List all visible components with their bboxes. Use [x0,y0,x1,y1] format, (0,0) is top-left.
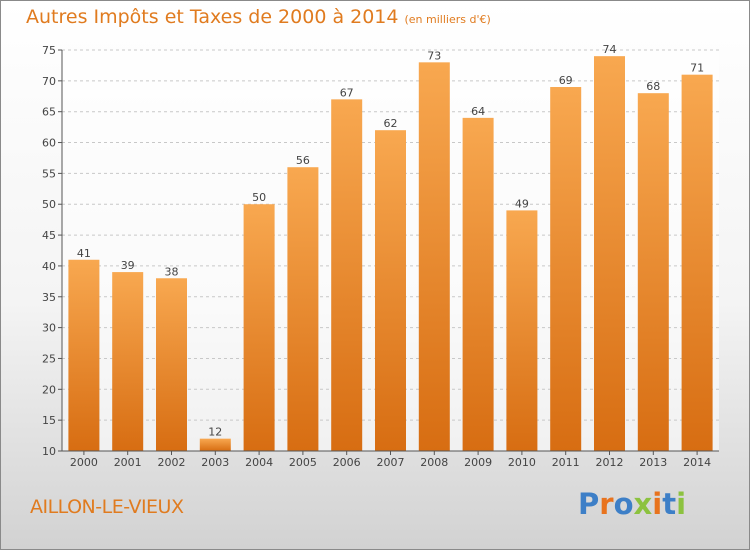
logo-letter: i [676,487,687,521]
data-label: 50 [252,191,266,204]
data-label: 68 [646,80,660,93]
data-label: 73 [427,49,441,62]
x-tick-label: 2000 [70,456,98,469]
data-label: 69 [559,74,573,87]
data-label: 56 [296,154,310,167]
x-tick-label: 2009 [464,456,492,469]
logo-letter: o [613,487,634,521]
bar-2013 [637,93,669,451]
y-tick-label: 15 [42,414,56,427]
bar-2000 [68,259,100,451]
logo-letter: r [599,487,614,521]
data-label: 74 [603,43,617,56]
location-label: AILLON-LE-VIEUX [30,496,184,518]
x-tick-label: 2013 [639,456,667,469]
data-label: 41 [77,247,91,260]
bar-2014 [681,74,713,451]
bar-2011 [550,87,582,451]
bar-2007 [375,130,406,451]
bar-2008 [418,62,450,451]
data-label: 49 [515,197,529,210]
y-tick-label: 45 [42,229,56,242]
y-tick-label: 10 [42,445,56,458]
y-tick-label: 65 [42,106,56,119]
y-tick-label: 20 [42,383,56,396]
proxiti-logo: Proxiti [578,487,686,521]
x-tick-label: 2010 [508,456,536,469]
bar-2005 [287,167,319,451]
data-label: 38 [165,265,179,278]
bar-2001 [112,272,144,451]
bars: 41 39 38 12 50 56 67 62 73 64 49 69 74 68 71 [68,43,713,452]
y-tick-label: 35 [42,291,56,304]
x-tick-label: 2008 [420,456,448,469]
data-label: 71 [690,62,704,75]
y-tick-label: 70 [42,75,56,88]
bar-2004 [243,204,275,451]
logo-letter: i [652,487,663,521]
bar-2012 [594,56,625,452]
chart-unit-note: (en milliers d'€) [404,13,491,26]
data-label: 64 [471,105,485,118]
y-tick-label: 55 [42,167,56,180]
y-tick-label: 25 [42,352,56,365]
axes: 10 15 20 25 30 35 40 45 50 55 60 65 70 75 2000 2001 2002… [42,44,719,469]
chart-title: Autres Impôts et Taxes de 2000 à 2014 (en… [26,6,491,28]
data-label: 39 [121,259,135,272]
x-tick-label: 2002 [158,456,186,469]
x-tick-label: 2003 [201,456,229,469]
x-tick-label: 2001 [114,456,142,469]
logo-letter: P [578,487,600,521]
x-tick-label: 2011 [552,456,580,469]
y-tick-label: 60 [42,137,56,150]
logo-letter: t [662,487,677,521]
bar-2009 [462,117,494,451]
data-label: 67 [340,86,354,99]
y-tick-label: 50 [42,198,56,211]
data-label: 62 [384,117,398,130]
chart-title-text: Autres Impôts et Taxes de 2000 à 2014 [26,6,399,28]
y-tick-label: 75 [42,44,56,57]
y-tick-label: 40 [42,260,56,273]
x-tick-label: 2012 [596,456,624,469]
bar-2002 [156,278,187,451]
x-tick-label: 2007 [377,456,405,469]
bar-2006 [331,99,363,451]
bar-2010 [506,210,538,451]
y-tick-label: 30 [42,322,56,335]
data-label: 12 [208,426,222,439]
bar-2003 [199,438,231,451]
x-tick-label: 2005 [289,456,317,469]
x-tick-label: 2014 [683,456,711,469]
x-tick-label: 2006 [333,456,361,469]
logo-letter: x [633,487,653,521]
x-tick-label: 2004 [245,456,273,469]
